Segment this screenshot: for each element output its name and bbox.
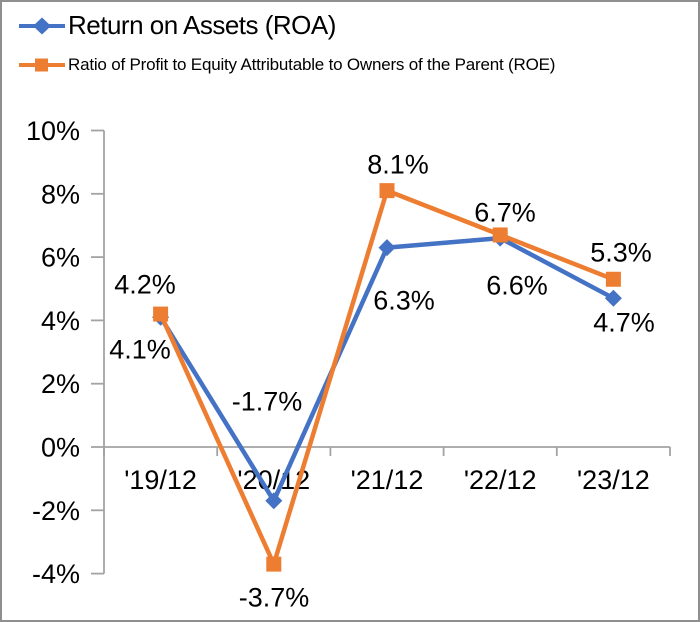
y-tick-label: 2% [41, 369, 80, 399]
line-square-marker-icon [19, 58, 65, 72]
data-label: 4.1% [109, 335, 171, 365]
y-tick-label: 10% [26, 116, 80, 146]
y-tick-label: 6% [41, 243, 80, 273]
chart-legend: Return on Assets (ROA) Ratio of Profit t… [18, 10, 555, 75]
data-label: 4.2% [114, 270, 176, 300]
diamond-marker-icon [265, 492, 283, 510]
data-label: 6.7% [474, 198, 536, 228]
y-tick-label: -4% [32, 559, 80, 589]
x-category-label: '19/12 [124, 465, 197, 495]
legend-item-roa: Return on Assets (ROA) [18, 10, 555, 41]
line-diamond-marker-icon [19, 17, 65, 34]
square-marker-icon [266, 556, 282, 572]
legend-item-roe: Ratio of Profit to Equity Attributable t… [18, 55, 555, 75]
square-marker-icon [492, 227, 508, 243]
data-label: 8.1% [367, 150, 429, 180]
data-label: 6.3% [373, 286, 435, 316]
square-marker-icon [379, 183, 395, 199]
data-label: 6.6% [486, 271, 548, 301]
legend-label-roe: Ratio of Profit to Equity Attributable t… [68, 55, 556, 74]
diamond-marker-icon [378, 239, 396, 257]
x-category-label: '21/12 [351, 465, 424, 495]
y-tick-label: -2% [32, 496, 80, 526]
x-category-label: '23/12 [577, 465, 650, 495]
y-tick-label: 8% [41, 179, 80, 209]
diamond-marker-icon [604, 289, 622, 307]
y-tick-label: 4% [41, 306, 80, 336]
square-marker-icon [605, 271, 621, 287]
square-marker-icon [153, 306, 169, 322]
y-tick-label: 0% [41, 433, 80, 463]
x-category-label: '22/12 [464, 465, 537, 495]
data-label: 5.3% [590, 238, 652, 268]
data-label: -1.7% [232, 387, 303, 417]
data-label: -3.7% [239, 583, 310, 613]
data-label: 4.7% [593, 308, 655, 338]
legend-label-roa: Return on Assets (ROA) [68, 10, 336, 40]
